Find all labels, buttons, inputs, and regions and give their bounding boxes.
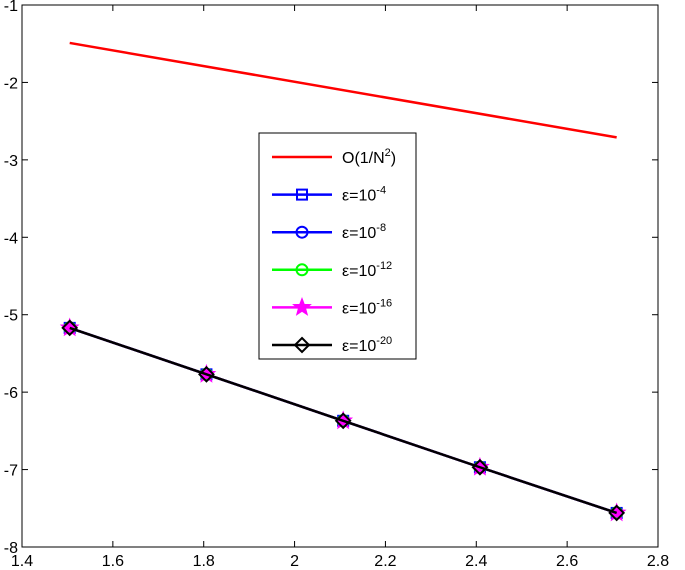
series-0 <box>69 41 617 139</box>
legend-label: ε=10-4 <box>342 185 386 205</box>
legend-label: ε=10-8 <box>342 222 386 242</box>
series-line <box>69 326 618 515</box>
data-point <box>198 365 215 383</box>
legend-marker <box>295 263 309 277</box>
legend-marker <box>293 336 311 354</box>
x-tick-label: 2.2 <box>374 553 396 570</box>
y-tick-label: -3 <box>4 153 18 170</box>
legend-item: ε=10-12 <box>272 260 392 280</box>
y-tick-label: -1 <box>4 0 18 15</box>
series-5 <box>61 319 626 522</box>
x-tick-label: 2.8 <box>647 553 669 570</box>
legend-item: ε=10-8 <box>272 222 386 242</box>
x-tick-label: 2.6 <box>556 553 578 570</box>
legend-label: ε=10-16 <box>342 297 392 317</box>
y-tick-label: -4 <box>4 230 18 247</box>
y-tick-label: -6 <box>4 385 18 402</box>
x-tick-label: 1.4 <box>11 553 33 570</box>
data-point <box>608 504 626 522</box>
data-point <box>334 412 352 430</box>
legend: O(1/N2) ε=10-4 ε=10-8 ε=10-12 ε=10-16 ε=10-20 <box>258 132 417 360</box>
legend-item: ε=10-4 <box>272 185 386 205</box>
y-tick-label: -8 <box>4 540 18 557</box>
y-tick-label: -7 <box>4 463 18 480</box>
legend-item: O(1/N2) <box>272 147 396 167</box>
series-line <box>69 41 617 139</box>
x-tick-label: 1.8 <box>193 553 215 570</box>
x-tick-label: 2.4 <box>465 553 487 570</box>
x-tick-label: 2 <box>290 553 299 570</box>
y-axis: -1 -2 -3 -4 -5 -6 -7 -8 <box>4 0 658 557</box>
data-point <box>59 317 80 337</box>
legend-label: ε=10-20 <box>342 335 392 355</box>
legend-marker <box>296 188 308 201</box>
plot-frame <box>21 4 659 548</box>
data-point <box>61 319 79 337</box>
plot-lines <box>59 41 627 522</box>
legend-marker <box>292 296 312 316</box>
legend-label: O(1/N2) <box>342 147 396 167</box>
y-tick-label: -2 <box>4 75 18 92</box>
legend-item: ε=10-16 <box>272 296 392 317</box>
x-tick-label: 1.6 <box>102 553 124 570</box>
legend-item: ε=10-20 <box>272 335 392 355</box>
legend-marker <box>295 225 309 239</box>
legend-box <box>258 132 417 360</box>
data-point <box>471 458 489 476</box>
legend-label: ε=10-12 <box>342 260 392 280</box>
y-tick-label: -5 <box>4 308 18 325</box>
x-axis: 1.4 1.6 1.8 2 2.2 2.4 2.6 2.8 <box>11 5 669 570</box>
